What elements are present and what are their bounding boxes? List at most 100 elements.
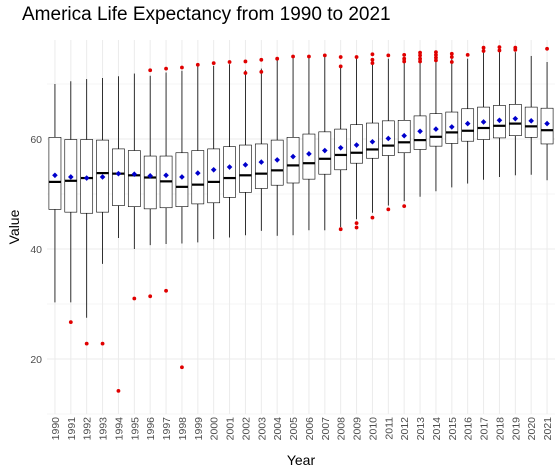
x-tick-label: 2010: [367, 417, 379, 441]
x-tick-label: 1996: [145, 417, 157, 441]
box-iqr: [112, 148, 125, 206]
box-2006: [302, 54, 316, 231]
x-tick-label: 1998: [177, 417, 189, 441]
box-2016: [461, 52, 475, 184]
outlier-point: [84, 341, 89, 346]
outlier-point: [449, 60, 454, 64]
y-tick-label: 40: [30, 244, 42, 256]
mean-point: [385, 135, 392, 142]
box-iqr: [254, 143, 268, 189]
box-2015: [445, 51, 459, 188]
box-2013: [413, 50, 427, 197]
x-tick-label: 1995: [129, 417, 141, 441]
box-2000: [207, 61, 221, 240]
x-axis-title: Year: [287, 452, 316, 468]
outlier-point: [68, 320, 73, 325]
outlier-point: [291, 54, 295, 59]
mean-point: [433, 126, 439, 132]
y-axis-title: Value: [6, 209, 22, 244]
x-tick-label: 1997: [161, 417, 173, 441]
x-tick-label: 2017: [479, 417, 491, 441]
grid-layer: [47, 40, 555, 415]
box-1995: [127, 73, 141, 301]
x-axis-ticks: 1990 1991 1992 1993 1994 1995 1996 1997 1998 1999…: [50, 417, 554, 441]
mean-point: [131, 171, 138, 177]
mean-point: [195, 170, 201, 176]
outlier-point: [227, 60, 232, 64]
outlier-point: [481, 49, 486, 53]
x-tick-label: 1990: [50, 417, 62, 441]
mean-point: [242, 162, 249, 168]
box-1998: [175, 65, 189, 370]
outlier-point: [116, 389, 121, 393]
box-iqr: [286, 137, 300, 184]
mean-point: [163, 172, 169, 179]
mean-point: [401, 132, 407, 139]
mean-point: [274, 157, 280, 163]
box-2019: [508, 45, 522, 176]
mean-point: [52, 172, 58, 179]
box-1992: [80, 79, 94, 346]
box-2008: [334, 55, 348, 232]
x-tick-label: 2005: [288, 417, 300, 441]
box-2004: [270, 56, 284, 236]
x-tick-label: 2008: [336, 417, 348, 441]
box-1994: [112, 76, 125, 393]
mean-point: [528, 118, 534, 124]
x-tick-label: 2001: [225, 417, 237, 441]
outlier-point: [402, 56, 407, 61]
outlier-point: [354, 55, 359, 59]
mean-point: [369, 138, 376, 145]
outlier-point: [386, 207, 391, 212]
x-tick-label: 1991: [66, 417, 78, 441]
x-tick-label: 2000: [209, 417, 221, 441]
outlier-point: [513, 45, 518, 50]
outlier-point: [354, 225, 359, 230]
outlier-point: [211, 61, 216, 65]
outlier-point: [434, 58, 438, 63]
box-2009: [350, 55, 363, 230]
outlier-point: [370, 215, 375, 220]
mean-point: [544, 120, 550, 127]
mean-point: [115, 170, 122, 177]
box-iqr: [127, 150, 141, 207]
outlier-point: [418, 56, 422, 61]
mean-point: [337, 145, 344, 151]
mean-point: [449, 124, 455, 130]
mean-point: [226, 164, 233, 170]
box-1999: [191, 62, 205, 243]
mean-point: [322, 147, 328, 154]
mean-point: [512, 115, 519, 122]
x-tick-label: 1993: [98, 417, 110, 441]
x-tick-label: 2012: [399, 417, 411, 441]
outlier-point: [449, 51, 454, 56]
x-tick-label: 2003: [256, 417, 268, 441]
outlier-point: [370, 61, 375, 65]
box-iqr: [143, 155, 157, 210]
outlier-point: [259, 57, 264, 62]
mean-point: [496, 117, 503, 124]
outlier-point: [354, 221, 359, 226]
x-tick-label: 2018: [494, 417, 506, 441]
mean-point: [99, 174, 106, 180]
box-1990: [48, 84, 62, 303]
box-1991: [64, 81, 78, 325]
mean-point: [480, 119, 487, 125]
box-2014: [429, 50, 443, 192]
outlier-point: [545, 46, 549, 51]
x-tick-label: 2006: [304, 417, 316, 441]
outlier-point: [132, 296, 137, 301]
outlier-point: [243, 71, 248, 75]
x-tick-label: 2007: [320, 417, 332, 441]
box-2001: [223, 60, 236, 238]
outlier-point: [386, 53, 391, 58]
outlier-point: [100, 341, 105, 346]
box-2018: [493, 45, 506, 177]
mean-point: [179, 174, 185, 180]
box-1997: [159, 66, 173, 293]
box-2005: [286, 54, 300, 236]
x-tick-label: 2013: [415, 417, 427, 441]
mean-point: [290, 153, 296, 160]
outlier-point: [402, 59, 407, 64]
